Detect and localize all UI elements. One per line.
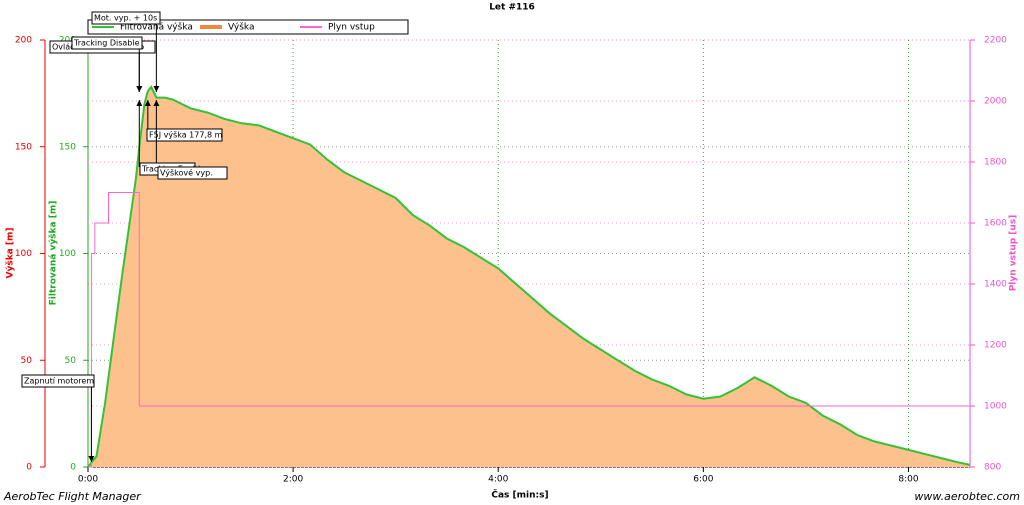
y2-tick-label: 1200 [984,341,1007,351]
x-axis-label: Čas [min:s] [491,489,548,501]
event-box [21,374,95,388]
event-arrow [136,100,143,106]
event-label: Mot. vyp. + 10s [94,14,157,23]
y-filtered-axis-label: Filtrovaná výška [m] [48,201,59,306]
event-box [91,11,161,25]
y2-tick-label: 2200 [984,36,1007,46]
event-arrow [153,100,160,106]
footer-right: www.aerobtec.com [914,490,1020,503]
x-tick-label: 2:00 [283,475,303,485]
y2-tick-label: 1600 [984,219,1007,229]
y-filtered-tick-label: 150 [59,142,76,152]
event-arrow [153,86,160,92]
legend-label: Výška [228,22,255,33]
y2-tick-label: 1400 [984,280,1007,290]
y-tick-label: 0 [26,463,32,473]
legend-label: Plyn vstup [328,23,375,33]
y2-tick-label: 1800 [984,158,1007,168]
y-filtered-tick-label: 100 [59,249,76,259]
y-filtered-tick-label: 0 [70,463,76,473]
y2-tick-label: 800 [984,463,1001,473]
y-filtered-tick-label: 50 [65,356,77,366]
event-label: Výškové vyp. [160,168,213,178]
y-tick-label: 50 [21,356,33,366]
event-label: Tracking Disable [73,39,140,48]
y-tick-label: 100 [15,249,32,259]
x-tick-label: 0:00 [78,475,98,485]
event-label: Zapnutí motorem [24,377,94,386]
chart-title: Let #116 [489,3,535,13]
event-box [146,128,223,142]
event-arrow [144,100,151,106]
y-tick-label: 200 [15,36,32,46]
event-label: F5J výška 177,8 m [149,130,223,140]
event-arrow [136,86,143,92]
event-box [157,166,228,180]
y2-axis-label: Plyn vstup [us] [1009,215,1019,292]
y2-tick-label: 2000 [984,97,1007,107]
line [87,85,971,468]
x-tick-label: 8:00 [898,475,918,485]
area [88,87,970,467]
y-axis-label: Výška [m] [5,228,16,279]
x-tick-label: 6:00 [693,475,713,485]
event-arrow [88,456,95,462]
event-box [71,36,143,50]
line [88,192,970,468]
y-tick-label: 150 [15,142,32,152]
legend [87,19,409,35]
footer-left: AerobTec Flight Manager [3,490,142,503]
y2-tick-label: 1000 [984,402,1007,412]
x-tick-label: 4:00 [488,475,508,485]
